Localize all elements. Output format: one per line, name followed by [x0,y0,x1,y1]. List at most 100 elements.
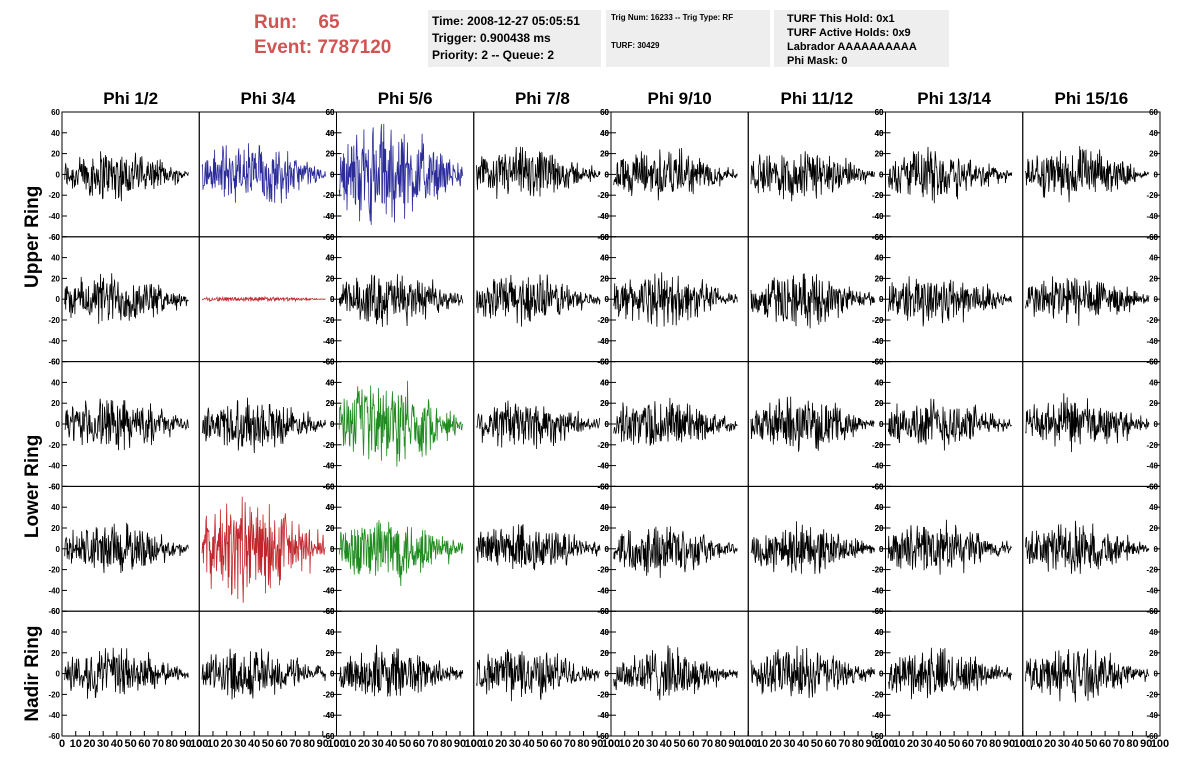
y-tick-label: 20 [875,399,884,408]
y-tick-label: -60 [48,233,60,242]
y-tick-label: 40 [326,503,335,512]
event-label: Event: [254,37,313,58]
y-tick-label: 20 [51,524,60,533]
waveform-trace [613,397,738,447]
y-tick-label: 0 [1154,295,1159,304]
waveform-trace [750,645,875,699]
ring-label: Upper Ring [22,186,43,288]
y-tick-label: 0 [879,670,884,679]
x-tick-label: 90 [179,738,191,750]
y-tick-label: -20 [323,316,335,325]
trig-num-info-box: Trig Num: 16233 -- Trig Type: RF TURF: 3… [606,10,770,67]
x-tick-label: 50 [262,738,274,750]
x-tick-label: 10 [344,738,356,750]
x-tick-label: 100 [465,738,483,750]
y-tick-label: -20 [597,690,609,699]
waveform-trace [201,397,326,454]
x-tick-label: 90 [591,738,603,750]
column-header: Phi 3/4 [240,89,295,108]
y-tick-label: -40 [48,462,60,471]
y-tick-label: 0 [330,545,335,554]
column-header: Phi 9/10 [647,89,711,108]
y-tick-label: 60 [600,482,609,491]
x-tick-label: 10 [619,738,631,750]
y-tick-label: -20 [872,690,884,699]
waveform-trace [64,398,189,451]
y-tick-label: 20 [326,649,335,658]
x-tick-label: 70 [564,738,576,750]
x-tick-label: 60 [824,738,836,750]
y-tick-label: -60 [323,358,335,367]
y-tick-label: 20 [1149,649,1158,658]
x-tick-label: 40 [111,738,123,750]
turf-this-hold-text: TURF This Hold: 0x1 [787,13,895,25]
y-tick-label: -20 [48,191,60,200]
y-tick-label: 40 [600,254,609,263]
x-tick-label: 90 [454,738,466,750]
turf-hold-info-box: TURF This Hold: 0x1 TURF Active Holds: 0… [774,10,949,67]
y-tick-label: 0 [56,170,61,179]
y-tick-label: 0 [330,295,335,304]
x-tick-label: 0 [745,738,751,750]
y-tick-label: 40 [875,378,884,387]
y-tick-label: 20 [51,399,60,408]
y-tick-label: 20 [326,399,335,408]
y-tick-label: 0 [605,295,610,304]
y-tick-label: -20 [48,316,60,325]
x-tick-label: 80 [852,738,864,750]
waveform-trace [1025,393,1150,453]
y-tick-label: -40 [872,462,884,471]
y-tick-label: -20 [323,690,335,699]
waveform-trace [887,647,1013,700]
waveform-trace [1025,648,1150,703]
y-tick-label: 60 [1149,482,1158,491]
x-tick-label: 60 [275,738,287,750]
y-tick-label: -60 [597,482,609,491]
y-tick-label: -40 [597,711,609,720]
y-tick-label: 20 [600,150,609,159]
y-tick-label: 0 [330,670,335,679]
waveform-trace [64,522,189,574]
run-label: Run: [254,12,298,33]
y-tick-label: 20 [875,150,884,159]
y-tick-label: 40 [600,378,609,387]
y-tick-label: 0 [1154,545,1159,554]
y-tick-label: -20 [597,316,609,325]
y-tick-label: 60 [875,233,884,242]
y-tick-label: -20 [1146,690,1158,699]
y-tick-label: 40 [326,628,335,637]
y-tick-label: 60 [600,358,609,367]
y-tick-label: 40 [1149,129,1158,138]
y-tick-label: -60 [872,482,884,491]
y-tick-label: 60 [600,358,609,367]
y-tick-label: -40 [872,212,884,221]
y-tick-label: 0 [605,170,610,179]
y-tick-label: -60 [48,607,60,616]
y-tick-label: 40 [875,503,884,512]
y-tick-label: 20 [326,150,335,159]
y-tick-label: 20 [600,649,609,658]
x-tick-label: 90 [866,738,878,750]
x-tick-label: 60 [687,738,699,750]
y-tick-label: -20 [597,441,609,450]
y-tick-label: 40 [51,628,60,637]
y-tick-label: 40 [51,378,60,387]
waveform-trace [64,273,189,324]
x-tick-label: 10 [70,738,82,750]
y-tick-label: 60 [326,233,335,242]
y-tick-label: -20 [323,191,335,200]
y-tick-label: -20 [872,690,884,699]
y-tick-label: -40 [48,711,60,720]
y-tick-label: -40 [48,337,60,346]
x-tick-label: 50 [948,738,960,750]
y-tick-label: -20 [48,441,60,450]
x-tick-label: 70 [838,738,850,750]
y-tick-label: 20 [875,524,884,533]
waveform-trace [887,146,1013,204]
x-tick-label: 20 [632,738,644,750]
y-tick-label: -40 [1146,711,1158,720]
x-tick-label: 100 [739,738,757,750]
y-tick-label: -40 [323,711,335,720]
y-tick-label: 60 [51,358,60,367]
